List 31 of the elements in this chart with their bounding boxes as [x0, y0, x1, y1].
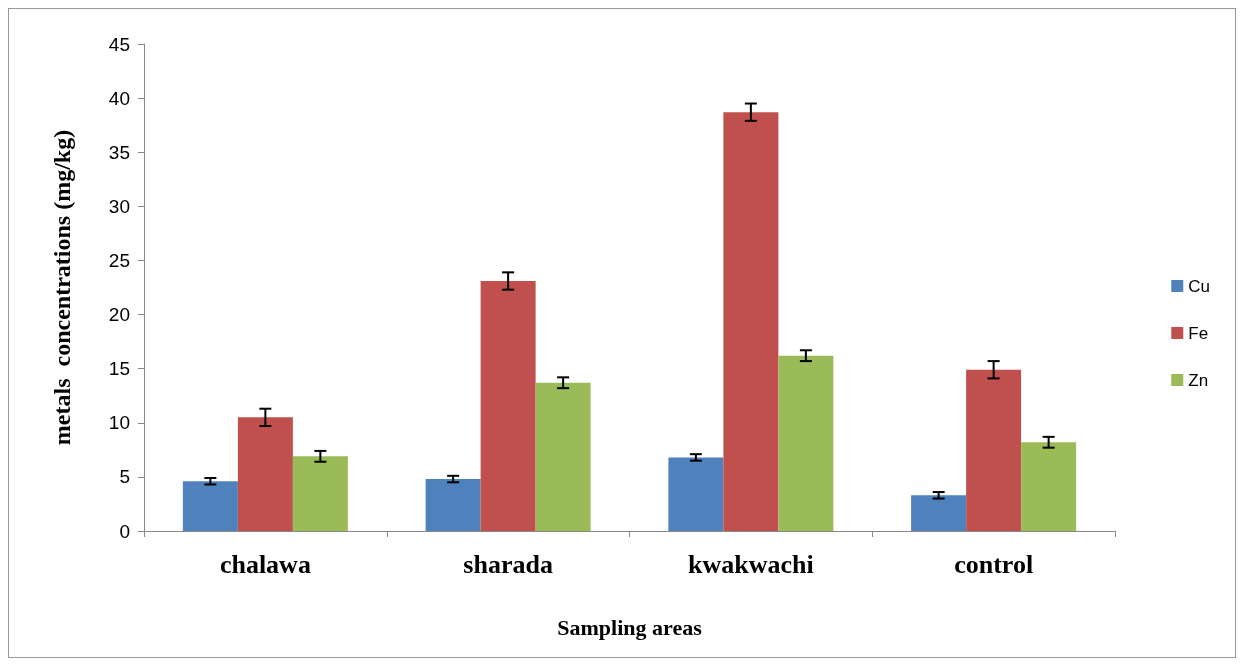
y-tick-label: 30 — [108, 195, 130, 217]
bar — [292, 456, 348, 531]
bar — [237, 417, 293, 531]
bar — [425, 479, 481, 531]
bar — [723, 112, 779, 531]
y-tick-label: 5 — [119, 466, 130, 488]
bar — [966, 369, 1022, 531]
y-tick-label: 0 — [119, 520, 130, 542]
bar — [668, 457, 724, 531]
y-tick-label: 45 — [108, 33, 130, 55]
bar — [1021, 442, 1077, 531]
bar — [911, 495, 967, 531]
x-tick-label: kwakwachi — [688, 549, 814, 579]
bar — [778, 355, 834, 531]
y-tick-label: 35 — [108, 141, 130, 163]
y-axis-title: metals concentrations (mg/kg) — [49, 129, 75, 446]
x-tick-label: sharada — [463, 549, 553, 579]
bar — [182, 481, 238, 531]
x-tick-label: control — [954, 549, 1034, 579]
y-tick-label: 15 — [108, 358, 130, 380]
x-axis-title: Sampling areas — [557, 614, 703, 640]
bar — [480, 281, 536, 531]
x-tick-label: chalawa — [219, 549, 311, 579]
y-tick-label: 10 — [108, 412, 130, 434]
legend-label: Fe — [1188, 323, 1209, 343]
y-tick-label: 40 — [108, 87, 130, 109]
legend-label: Zn — [1188, 370, 1209, 390]
bar — [535, 382, 591, 531]
y-tick-label: 20 — [108, 304, 130, 326]
y-tick-label: 25 — [108, 249, 130, 271]
legend-label: Cu — [1188, 276, 1210, 296]
